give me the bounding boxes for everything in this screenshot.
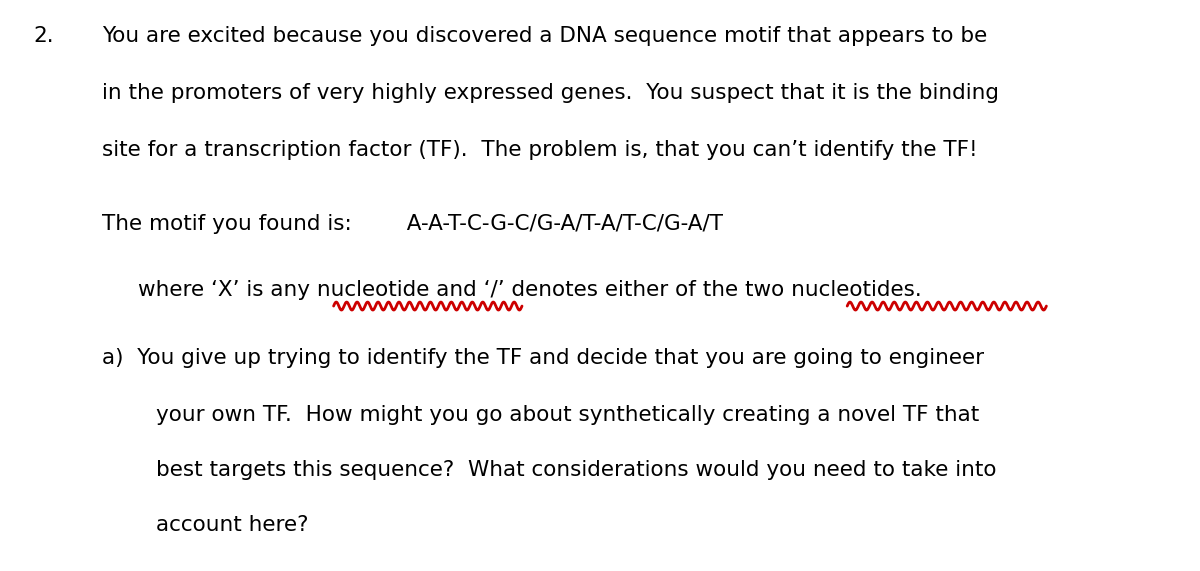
Text: your own TF.  How might you go about synthetically creating a novel TF that: your own TF. How might you go about synt… (156, 405, 979, 425)
Text: The motif you found is:        A-A-T-C-G-C/G-A/T-A/T-C/G-A/T: The motif you found is: A-A-T-C-G-C/G-A/… (102, 214, 722, 234)
Text: a)  You give up trying to identify the TF and decide that you are going to engin: a) You give up trying to identify the TF… (102, 348, 984, 368)
Text: where ‘X’ is any nucleotide and ‘/’ denotes either of the two nucleotides.: where ‘X’ is any nucleotide and ‘/’ deno… (138, 280, 922, 300)
Text: best targets this sequence?  What considerations would you need to take into: best targets this sequence? What conside… (156, 460, 996, 480)
Text: 2.: 2. (34, 26, 54, 46)
Text: site for a transcription factor (TF).  The problem is, that you can’t identify t: site for a transcription factor (TF). Th… (102, 140, 978, 160)
Text: in the promoters of very highly expressed genes.  You suspect that it is the bin: in the promoters of very highly expresse… (102, 83, 998, 103)
Text: You are excited because you discovered a DNA sequence motif that appears to be: You are excited because you discovered a… (102, 26, 988, 46)
Text: account here?: account here? (156, 515, 308, 535)
